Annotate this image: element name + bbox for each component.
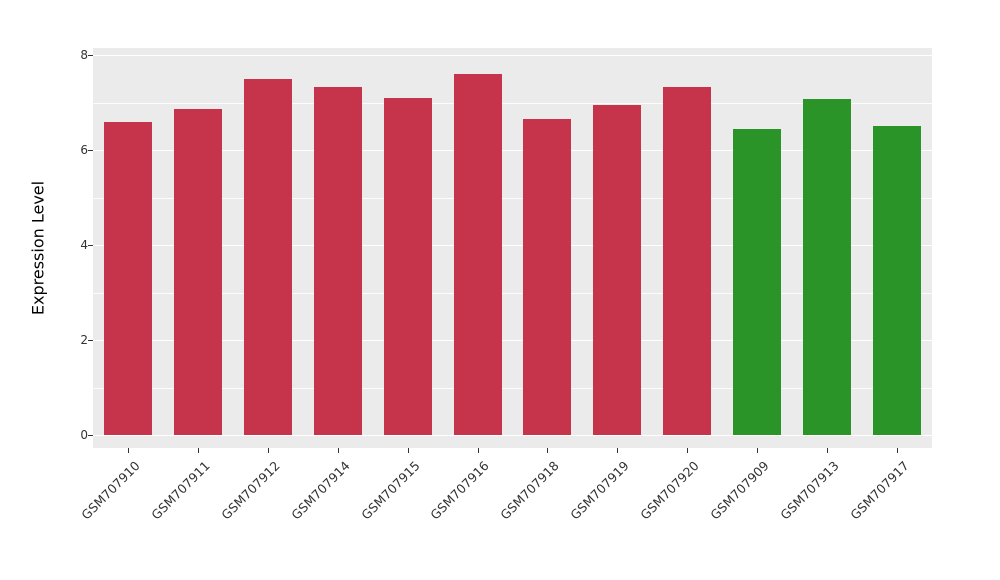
y-tick-mark	[88, 435, 93, 436]
bar-GSM707918	[523, 119, 572, 435]
gridline-minor	[93, 197, 932, 199]
x-tick-label: GSM707911	[148, 458, 213, 523]
bar-GSM707910	[103, 121, 152, 435]
x-tick-label: GSM707917	[847, 458, 912, 523]
bar-GSM707916	[453, 74, 502, 435]
bar-GSM707915	[383, 97, 432, 435]
x-tick-label: GSM707920	[637, 458, 702, 523]
bar-GSM707913	[803, 98, 852, 435]
x-tick-mark	[407, 448, 409, 453]
y-tick-mark	[88, 55, 93, 56]
bar-GSM707911	[173, 109, 222, 435]
gridline-major	[93, 245, 932, 247]
x-tick-label: GSM707913	[777, 458, 842, 523]
y-tick-mark	[88, 340, 93, 341]
gridline-major	[93, 55, 932, 57]
gridline-major	[93, 340, 932, 342]
bar-GSM707914	[313, 86, 362, 435]
gridline-minor	[93, 102, 932, 104]
bar-GSM707919	[593, 105, 642, 435]
x-tick-mark	[547, 448, 549, 453]
x-tick-label: GSM707915	[357, 458, 423, 523]
gridline-minor	[93, 292, 932, 294]
x-tick-mark	[617, 448, 619, 453]
x-tick-label: GSM707918	[497, 458, 563, 523]
x-tick-label: GSM707916	[427, 458, 493, 523]
bar-GSM707917	[873, 125, 922, 435]
x-tick-mark	[757, 448, 759, 453]
y-tick-label: 8	[80, 48, 88, 62]
x-tick-label: GSM707919	[567, 458, 632, 523]
x-tick-mark	[197, 448, 199, 453]
x-tick-mark	[337, 448, 339, 453]
y-tick-label: 6	[80, 143, 88, 157]
x-tick-label: GSM707914	[287, 458, 353, 523]
gridline-major	[93, 435, 932, 437]
x-tick-mark	[127, 448, 129, 453]
x-tick-mark	[477, 448, 479, 453]
y-tick-label: 4	[80, 238, 88, 252]
y-tick-label: 0	[80, 428, 88, 442]
plot-panel	[93, 48, 932, 448]
bar-GSM707920	[663, 86, 712, 435]
gridline-minor	[93, 387, 932, 389]
y-tick-label: 2	[80, 333, 88, 347]
x-tick-mark	[267, 448, 269, 453]
x-tick-label: GSM707912	[217, 458, 283, 523]
x-tick-label: GSM707910	[78, 458, 143, 523]
y-tick-mark	[88, 245, 93, 246]
y-axis-title: Expression Level	[28, 180, 48, 316]
bar-GSM707909	[733, 128, 782, 435]
y-tick-mark	[88, 150, 93, 151]
x-tick-mark	[687, 448, 689, 453]
x-tick-label: GSM707909	[707, 458, 772, 523]
bar-GSM707912	[243, 78, 292, 435]
x-tick-mark	[897, 448, 899, 453]
gridline-major	[93, 150, 932, 152]
x-tick-mark	[827, 448, 829, 453]
